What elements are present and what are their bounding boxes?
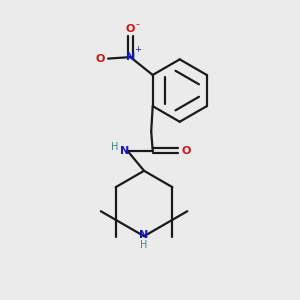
Text: O: O — [96, 54, 105, 64]
Text: +: + — [134, 45, 141, 54]
Text: N: N — [120, 146, 130, 156]
Text: N: N — [126, 52, 135, 62]
Text: O: O — [126, 24, 135, 34]
Text: H: H — [111, 142, 118, 152]
Text: H: H — [140, 239, 148, 250]
Text: -: - — [136, 20, 140, 29]
Text: O: O — [181, 146, 191, 156]
Text: N: N — [140, 230, 149, 240]
